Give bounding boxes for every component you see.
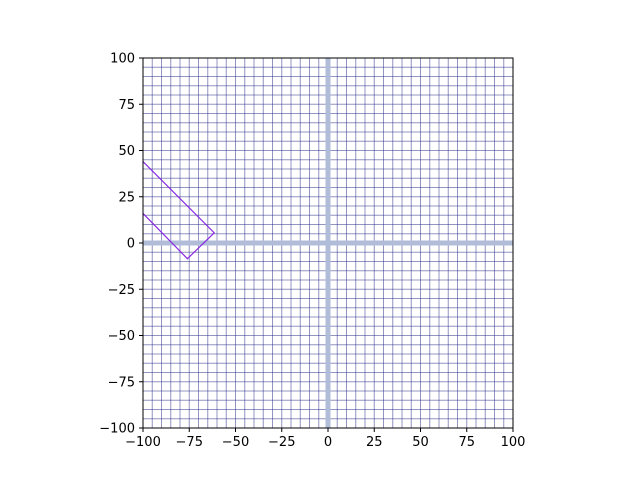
y-tick-label: 75 [118, 98, 135, 113]
x-tick-label: 75 [458, 435, 475, 450]
x-axis-ticks: −100 −75 −50 −25 0 25 50 75 100 [125, 428, 525, 450]
y-tick-label: −100 [99, 422, 135, 437]
x-tick-label: 50 [412, 435, 429, 450]
x-tick-label: 0 [324, 435, 332, 450]
x-tick-label: −100 [125, 435, 161, 450]
series-layer [142, 161, 216, 260]
shape-outline [142, 161, 216, 260]
y-tick-label: −25 [108, 283, 135, 298]
y-axis-ticks: −100 −75 −50 −25 0 25 50 75 100 [99, 52, 143, 437]
x-tick-label: 100 [501, 435, 526, 450]
x-tick-label: −25 [268, 435, 295, 450]
y-tick-label: 0 [127, 237, 135, 252]
y-tick-label: −75 [108, 375, 135, 390]
x-tick-label: −50 [222, 435, 249, 450]
y-tick-label: 50 [118, 144, 135, 159]
x-tick-label: −75 [176, 435, 203, 450]
y-tick-label: −50 [108, 329, 135, 344]
y-tick-label: 100 [110, 52, 135, 67]
zero-axes [143, 58, 513, 428]
y-tick-label: 25 [118, 190, 135, 205]
x-tick-label: 25 [366, 435, 383, 450]
